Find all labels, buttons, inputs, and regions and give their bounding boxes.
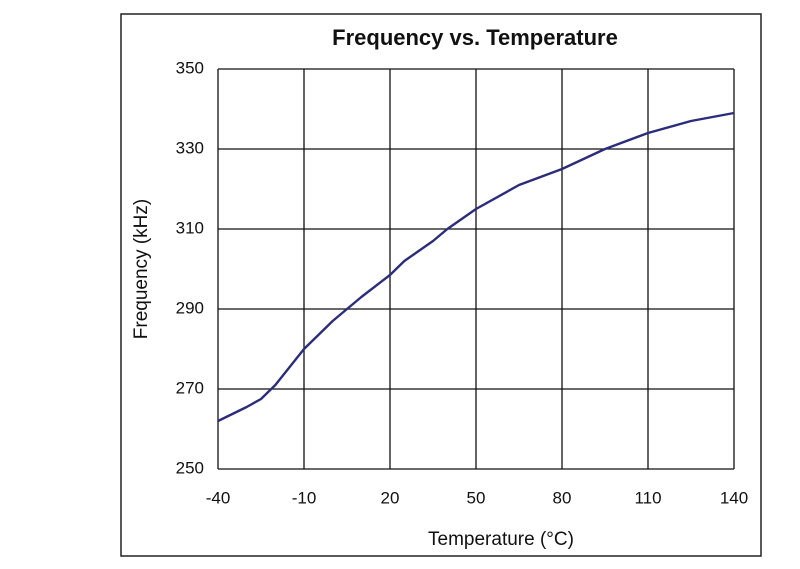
y-tick-label: 270: [176, 378, 204, 397]
x-tick-label: -40: [206, 488, 231, 507]
x-tick-label: 50: [467, 488, 486, 507]
y-tick-label: 330: [176, 138, 204, 157]
x-tick-label: 110: [634, 488, 661, 507]
y-tick-label: 350: [176, 58, 204, 77]
chart-title: Frequency vs. Temperature: [332, 25, 618, 50]
x-tick-label: 20: [381, 488, 400, 507]
y-tick-label: 250: [176, 458, 204, 477]
y-tick-label: 310: [176, 218, 204, 237]
x-axis-label: Temperature (°C): [428, 529, 574, 550]
x-tick-label: 80: [553, 488, 572, 507]
frame: [120, 13, 762, 557]
y-axis-label: Frequency (kHz): [131, 199, 152, 339]
data-line: [217, 111, 735, 423]
y-tick-label: 290: [176, 298, 204, 317]
x-tick-label: -10: [292, 488, 317, 507]
x-tick-label: 140: [720, 488, 748, 507]
